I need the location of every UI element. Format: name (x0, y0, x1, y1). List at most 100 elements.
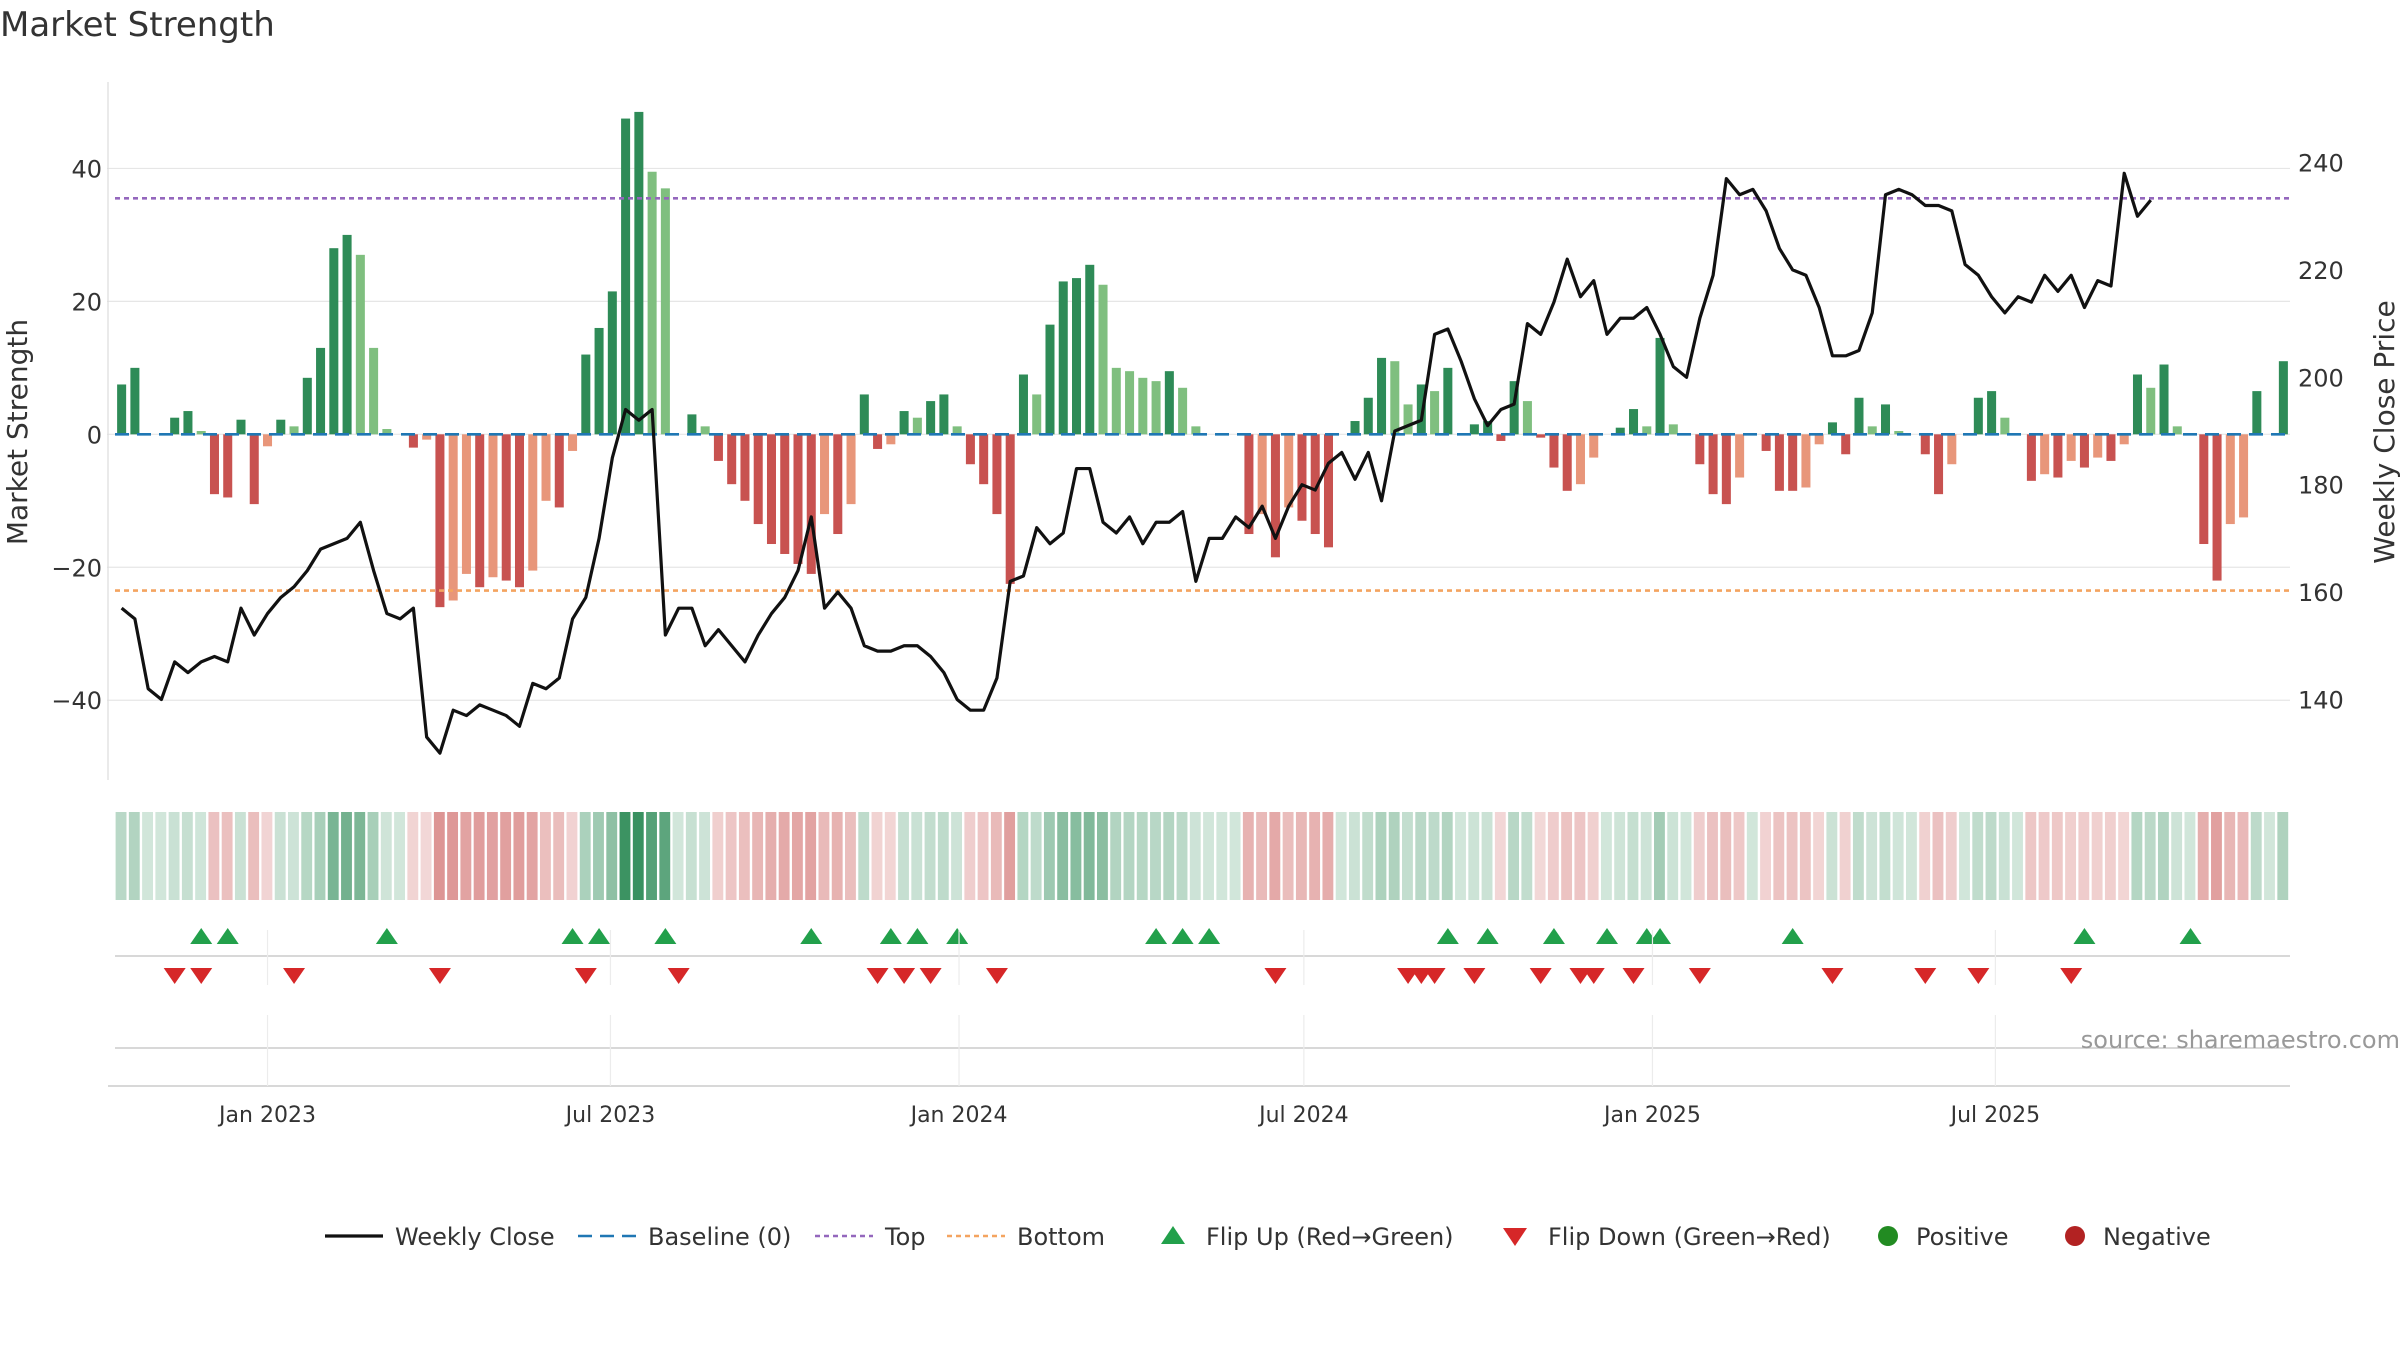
strength-bar (1018, 374, 1028, 435)
strength-bar (1973, 397, 1983, 435)
strip-cell (1600, 812, 1612, 900)
x-axis: Jan 2023 Jul 2023 Jan 2024 Jul 2024 Jan 2025… (108, 930, 2290, 1128)
strip-cell (1203, 812, 1214, 900)
strip-cell (871, 812, 883, 900)
flip-up-marker (561, 928, 584, 944)
strip-cell (1627, 812, 1639, 900)
strength-bar (1894, 431, 1904, 435)
strength-bar (1085, 264, 1095, 435)
strength-bar (2239, 434, 2249, 518)
strip-cell (2157, 812, 2169, 900)
flip-up-marker (800, 928, 823, 944)
strip-cell (1959, 812, 1970, 900)
strip-cell (898, 812, 909, 900)
flip-down-marker (1821, 968, 1844, 984)
strength-bar (1443, 367, 1453, 435)
strength-bar (1072, 278, 1082, 435)
strip-cell (1415, 812, 1427, 900)
strip-cell (725, 812, 737, 900)
strip-cell (884, 812, 896, 900)
strength-bar (2053, 434, 2063, 478)
flip-up-marker (1476, 928, 1499, 944)
strength-bar (1761, 434, 1771, 451)
strength-bar (2212, 434, 2222, 581)
strip-cell (1083, 812, 1095, 900)
legend-label: Positive (1916, 1223, 2009, 1251)
flip-up-marker (1649, 928, 1672, 944)
strength-bar (1867, 426, 1877, 435)
strength-bar (1920, 434, 1930, 455)
strength-bar (1668, 424, 1678, 435)
strength-bar (342, 234, 352, 435)
flip-markers (115, 928, 2290, 984)
strength-bar (1390, 361, 1400, 435)
flip-down-marker (574, 968, 597, 984)
strip-cell (685, 812, 697, 900)
strip-cell (831, 812, 843, 900)
strip-cell (1269, 812, 1281, 900)
strength-bar (408, 434, 418, 448)
strength-bar (1244, 434, 1254, 535)
flip-up-marker (906, 928, 929, 944)
strength-bar (1483, 421, 1493, 435)
strip-cell (2197, 812, 2209, 900)
strength-bar (514, 434, 525, 588)
flip-up-marker (1145, 928, 1168, 944)
strength-bar (1257, 434, 1267, 515)
strength-bar (1708, 434, 1718, 495)
strip-cell (1667, 812, 1679, 900)
strip-cell (1799, 812, 1811, 900)
strength-bar (1827, 422, 1837, 435)
strength-bar (727, 434, 737, 485)
axes: −40 −20 0 20 40 140 160 180 200 220 240 (51, 82, 2344, 780)
strip-cell (2051, 812, 2063, 900)
strength-bar (886, 434, 896, 445)
legend: Weekly Close Baseline (0) Top Bottom Flip Up… (325, 1223, 2211, 1251)
strip-cell (1773, 812, 1785, 900)
strength-bar (1788, 434, 1798, 491)
flip-up-marker (1781, 928, 1804, 944)
strip-cell (1561, 812, 1573, 900)
strip-cell (1985, 812, 1997, 900)
strip-cell (539, 812, 551, 900)
strip-cell (632, 812, 644, 900)
flip-up-marker (1595, 928, 1618, 944)
right-tick-label: 240 (2298, 150, 2344, 178)
strip-cell (2118, 812, 2130, 900)
strength-bar (435, 434, 445, 608)
strength-bar (302, 377, 312, 435)
strip-cell (566, 812, 578, 900)
strength-bar (1655, 337, 1665, 435)
strip-cell (619, 812, 631, 900)
strip-cell (579, 812, 591, 900)
strength-bar (687, 414, 697, 435)
strip-cell (2237, 812, 2249, 900)
strength-bar (1270, 434, 1280, 558)
left-tick-label: −40 (51, 687, 102, 715)
strength-bar (859, 394, 869, 435)
strip-cell (1150, 812, 1161, 900)
strip-cell (261, 812, 273, 900)
strip-cell (924, 812, 936, 900)
strength-bar (926, 401, 936, 435)
strength-bar (1284, 434, 1294, 508)
strength-bar (634, 111, 644, 435)
strip-cell (1335, 812, 1347, 900)
reference-lines (115, 197, 2290, 592)
strength-bar (1695, 434, 1705, 465)
strength-bar (1774, 434, 1784, 491)
left-tick-label: 40 (71, 155, 102, 183)
legend-item: Positive (1878, 1223, 2009, 1251)
flip-down-marker (1622, 968, 1645, 984)
strength-bar (2026, 434, 2036, 481)
strip-cell (2131, 812, 2143, 900)
strip-cell (168, 812, 180, 900)
strength-bar (117, 384, 127, 435)
strength-bar (196, 431, 206, 435)
strength-bar (355, 254, 365, 435)
strength-bar (2278, 361, 2288, 435)
flip-down-marker (190, 968, 213, 984)
strength-bar (806, 434, 816, 574)
strength-bar (1098, 284, 1108, 435)
strength-bar (1814, 434, 1824, 445)
